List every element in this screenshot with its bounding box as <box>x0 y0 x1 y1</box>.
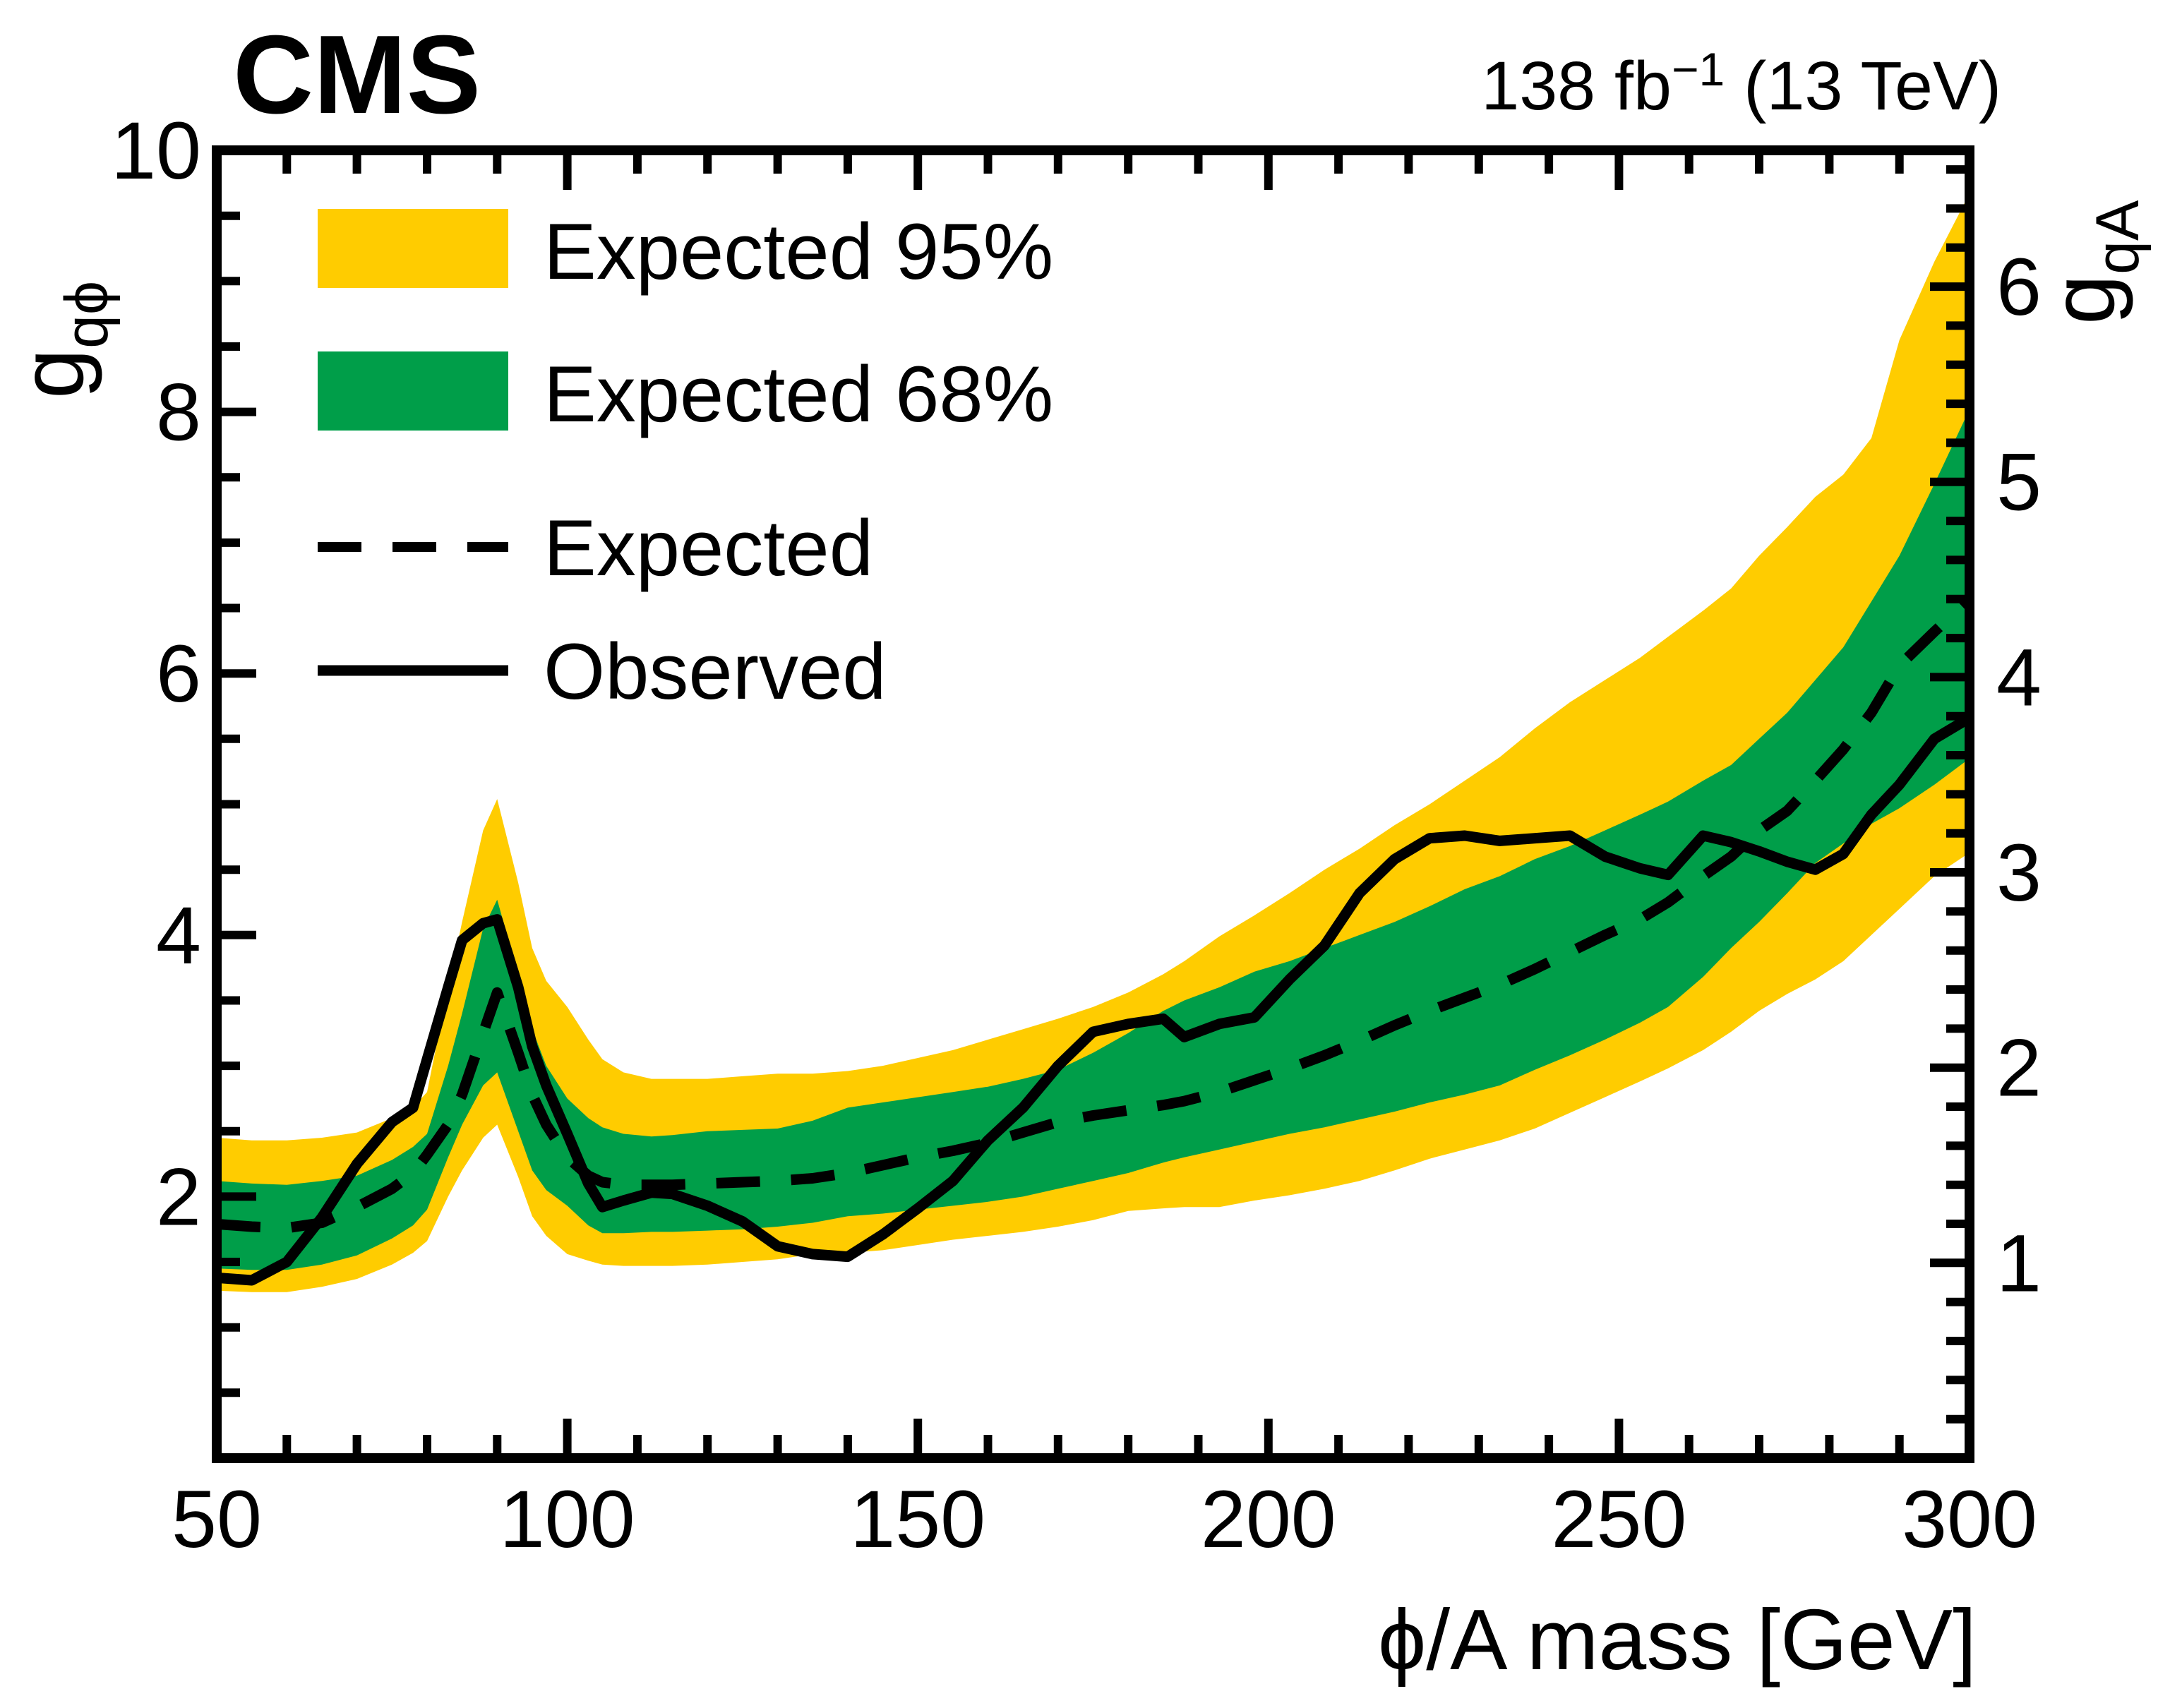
uncertainty-bands <box>217 193 1970 1292</box>
y-right-tick-label-4: 4 <box>1996 632 2042 723</box>
y-right-tick-label-3: 3 <box>1996 828 2042 918</box>
y-axis-right-title: gqA <box>2033 200 2152 325</box>
y-left-tick-label-2: 2 <box>156 1152 201 1242</box>
x-tick-label-150: 150 <box>850 1474 985 1565</box>
y-right-tick-label-2: 2 <box>1996 1023 2042 1114</box>
y-left-tick-label-10: 10 <box>111 106 201 196</box>
x-tick-label-250: 250 <box>1551 1474 1686 1565</box>
experiment-label: CMS <box>233 13 481 137</box>
x-tick-label-100: 100 <box>500 1474 635 1565</box>
axis-ticks <box>212 146 1974 1458</box>
legend-label-expected68: Expected 68% <box>544 350 1053 438</box>
legend-label-expected: Expected <box>544 504 873 592</box>
y-right-tick-label-5: 5 <box>1996 438 2042 528</box>
y-axis-left-title: gqϕ <box>2 281 121 399</box>
legend-label-observed: Observed <box>544 627 887 716</box>
legend-label-expected95: Expected 95% <box>544 208 1053 296</box>
expected-curve <box>217 595 1970 1234</box>
x-axis-title: ϕ/A mass [GeV] <box>1378 1592 1977 1688</box>
legend: Expected 95% Expected 68% Expected Obser… <box>318 208 1053 716</box>
legend-swatch-expected95 <box>318 209 508 288</box>
luminosity-label: 138 fb−1 (13 TeV) <box>1481 43 2001 124</box>
x-tick-label-50: 50 <box>172 1474 262 1565</box>
y-left-tick-label-6: 6 <box>156 629 201 719</box>
x-tick-label-300: 300 <box>1902 1474 2037 1565</box>
y-left-tick-label-8: 8 <box>156 368 201 458</box>
observed-curve <box>217 713 1970 1286</box>
y-right-tick-label-1: 1 <box>1996 1218 2042 1309</box>
y-right-tick-label-6: 6 <box>1996 242 2042 332</box>
legend-swatch-expected68 <box>318 351 508 431</box>
x-tick-label-200: 200 <box>1201 1474 1336 1565</box>
expected-68-band <box>217 409 1970 1270</box>
y-left-tick-label-4: 4 <box>156 891 201 981</box>
limit-curves <box>217 595 1970 1286</box>
